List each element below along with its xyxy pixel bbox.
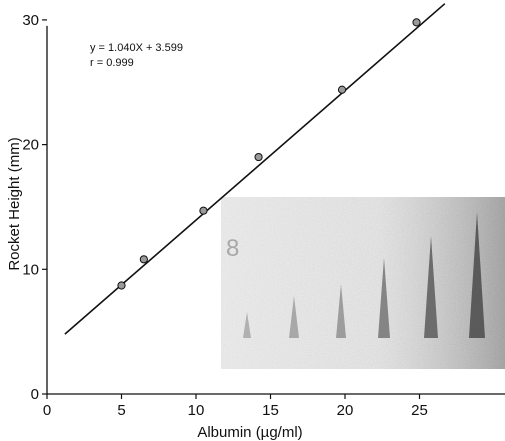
data-point xyxy=(199,206,208,215)
data-point xyxy=(337,85,347,94)
gel-inset-letter: 8 xyxy=(226,235,239,262)
y-tick-label: 10 xyxy=(22,261,39,278)
x-tick-label: 20 xyxy=(337,402,354,419)
tick-labels: 0 5 10 15 20 25 0 10 20 30 xyxy=(22,12,428,419)
axes xyxy=(42,19,505,399)
gel-rocket-5 xyxy=(424,236,438,338)
x-tick-label: 25 xyxy=(411,402,428,419)
correlation-coefficient: r = 0.999 xyxy=(90,57,134,69)
data-point xyxy=(139,255,148,264)
x-axis-title: Albumin (µg/ml) xyxy=(197,424,302,441)
y-tick-label: 20 xyxy=(22,137,39,154)
gel-rocket-3 xyxy=(336,284,346,338)
data-point xyxy=(412,18,421,27)
gel-rocket-4 xyxy=(378,258,390,338)
data-points xyxy=(117,18,421,290)
x-tick-label: 15 xyxy=(262,402,279,419)
gel-inset: 8 xyxy=(221,197,505,369)
gel-rocket-2 xyxy=(289,296,299,338)
y-tick-label: 0 xyxy=(31,386,39,403)
x-tick-label: 5 xyxy=(117,402,125,419)
x-tick-label: 10 xyxy=(188,402,205,419)
regression-equation: y = 1.040X + 3.599 xyxy=(90,42,183,54)
y-tick-label: 30 xyxy=(22,12,39,29)
data-point xyxy=(254,152,263,162)
regression-line-group xyxy=(64,3,446,335)
data-point xyxy=(117,281,126,290)
gel-rocket-6 xyxy=(469,212,485,338)
gel-rocket-1 xyxy=(243,312,251,338)
x-tick-label: 0 xyxy=(43,402,51,419)
regression-line xyxy=(64,3,446,335)
y-axis-title: Rocket Height (mm) xyxy=(6,137,23,270)
gel-inset-shading xyxy=(221,197,505,369)
